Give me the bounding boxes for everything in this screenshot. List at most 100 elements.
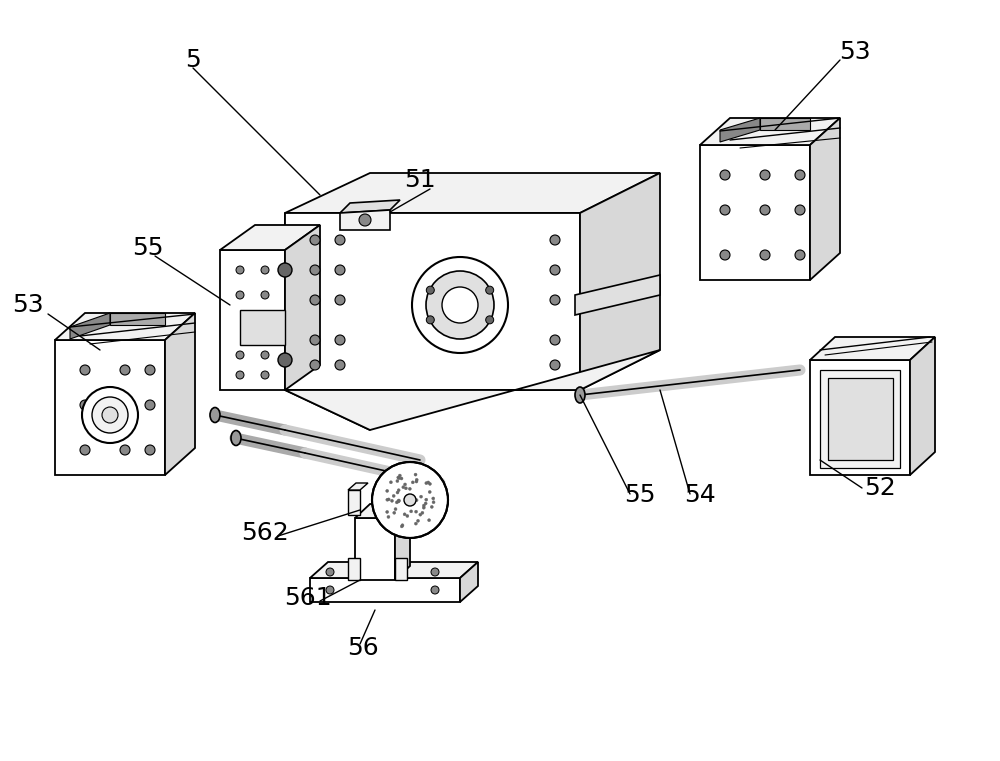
Circle shape	[102, 407, 118, 423]
Circle shape	[278, 353, 292, 367]
Circle shape	[387, 498, 390, 501]
Polygon shape	[310, 578, 460, 602]
Polygon shape	[55, 340, 165, 475]
Circle shape	[372, 462, 448, 538]
Circle shape	[550, 265, 560, 275]
Circle shape	[397, 499, 400, 502]
Circle shape	[396, 491, 399, 494]
Circle shape	[120, 400, 130, 410]
Circle shape	[431, 568, 439, 576]
Polygon shape	[460, 562, 478, 602]
Polygon shape	[700, 118, 840, 145]
Circle shape	[80, 365, 90, 375]
Polygon shape	[348, 490, 360, 515]
Polygon shape	[285, 173, 660, 213]
Circle shape	[310, 335, 320, 345]
Circle shape	[397, 476, 400, 479]
Circle shape	[359, 214, 371, 226]
Circle shape	[410, 510, 413, 513]
Polygon shape	[355, 518, 395, 580]
Text: 5: 5	[185, 48, 201, 72]
Circle shape	[486, 286, 494, 295]
Circle shape	[550, 335, 560, 345]
Circle shape	[424, 502, 427, 505]
Circle shape	[421, 511, 424, 514]
Circle shape	[335, 360, 345, 370]
Circle shape	[261, 291, 269, 299]
Circle shape	[720, 250, 730, 260]
Circle shape	[720, 170, 730, 180]
Circle shape	[310, 295, 320, 305]
Polygon shape	[828, 378, 893, 460]
Polygon shape	[55, 313, 195, 340]
Circle shape	[145, 445, 155, 455]
Circle shape	[430, 505, 433, 508]
Circle shape	[419, 513, 422, 516]
Ellipse shape	[575, 387, 585, 403]
Text: 52: 52	[864, 476, 896, 500]
Circle shape	[425, 482, 428, 485]
Text: 53: 53	[839, 40, 871, 64]
Circle shape	[427, 481, 430, 484]
Circle shape	[261, 371, 269, 379]
Polygon shape	[220, 225, 320, 250]
Circle shape	[335, 295, 345, 305]
Polygon shape	[285, 213, 580, 390]
Circle shape	[394, 508, 397, 511]
Polygon shape	[575, 275, 660, 315]
Circle shape	[310, 265, 320, 275]
Circle shape	[410, 495, 413, 498]
Circle shape	[428, 482, 431, 486]
Circle shape	[404, 487, 407, 490]
Circle shape	[414, 522, 417, 525]
Circle shape	[425, 498, 428, 501]
Circle shape	[550, 360, 560, 370]
Circle shape	[428, 491, 431, 493]
Circle shape	[397, 500, 400, 503]
Circle shape	[760, 250, 770, 260]
Circle shape	[120, 445, 130, 455]
Circle shape	[310, 235, 320, 245]
Circle shape	[408, 487, 411, 490]
Circle shape	[397, 500, 400, 502]
Circle shape	[760, 170, 770, 180]
Circle shape	[426, 271, 494, 339]
Polygon shape	[820, 370, 900, 468]
Circle shape	[145, 400, 155, 410]
Circle shape	[261, 266, 269, 274]
Circle shape	[403, 513, 406, 516]
Circle shape	[422, 504, 425, 507]
Polygon shape	[110, 313, 165, 325]
Circle shape	[486, 316, 494, 324]
Ellipse shape	[231, 431, 241, 445]
Circle shape	[390, 499, 393, 502]
Circle shape	[422, 506, 425, 509]
Polygon shape	[285, 350, 660, 430]
Circle shape	[335, 265, 345, 275]
Circle shape	[92, 397, 128, 433]
Polygon shape	[285, 213, 370, 430]
Circle shape	[386, 511, 389, 514]
Circle shape	[392, 495, 395, 498]
Circle shape	[335, 235, 345, 245]
Circle shape	[428, 519, 431, 522]
Polygon shape	[285, 225, 320, 390]
Circle shape	[720, 205, 730, 215]
Polygon shape	[810, 118, 840, 280]
Circle shape	[432, 501, 435, 504]
Circle shape	[412, 257, 508, 353]
Circle shape	[236, 266, 244, 274]
Text: 54: 54	[684, 483, 716, 507]
Circle shape	[395, 501, 398, 504]
Circle shape	[398, 476, 401, 479]
Polygon shape	[348, 483, 368, 490]
Text: 56: 56	[347, 636, 379, 660]
Circle shape	[387, 515, 390, 518]
Circle shape	[80, 445, 90, 455]
Circle shape	[386, 498, 389, 501]
Circle shape	[120, 365, 130, 375]
Polygon shape	[355, 504, 410, 518]
Circle shape	[326, 586, 334, 594]
Circle shape	[82, 387, 138, 443]
Circle shape	[236, 351, 244, 359]
